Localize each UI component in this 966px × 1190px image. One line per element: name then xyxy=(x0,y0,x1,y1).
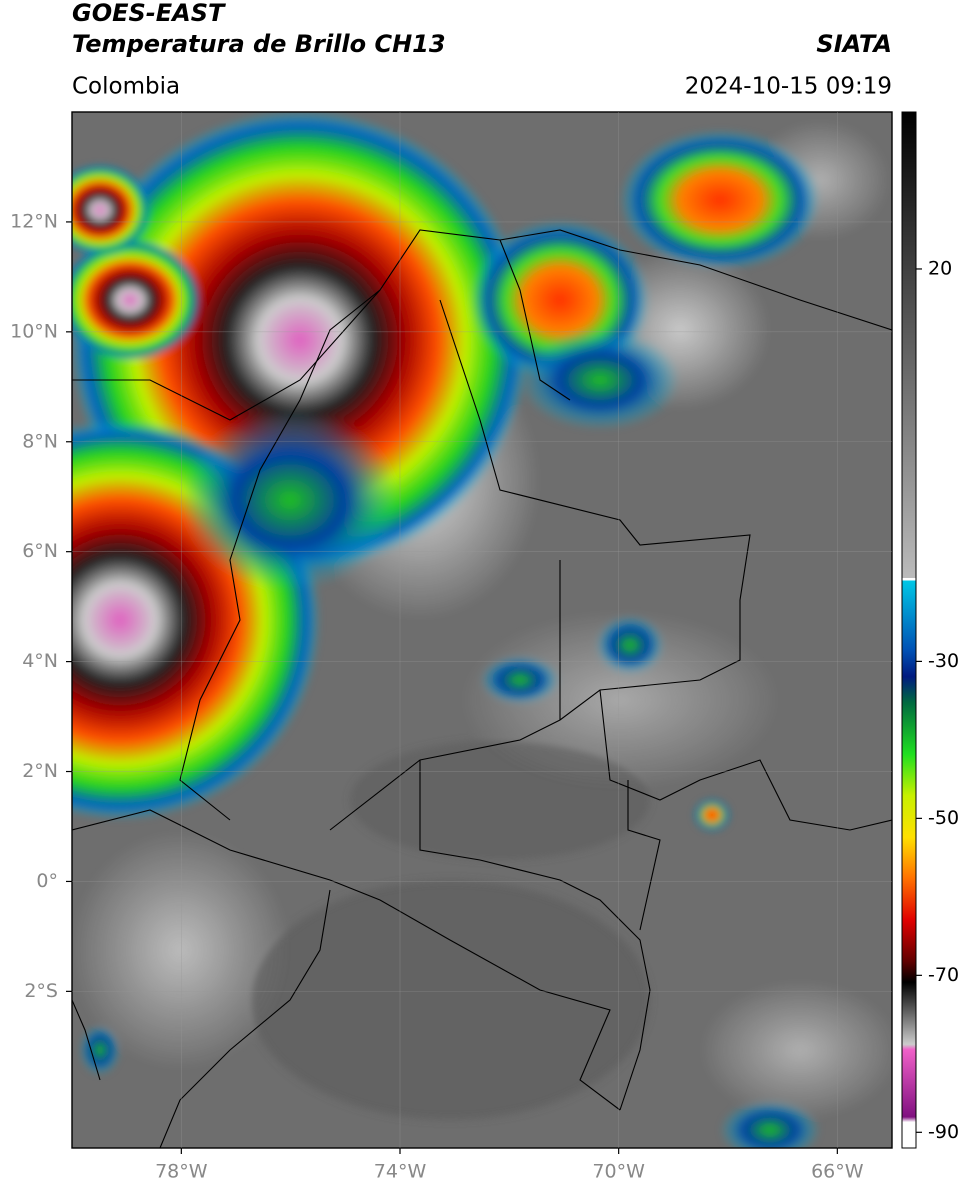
y-tick-label: 6°N xyxy=(22,540,58,562)
y-tick-label: 0° xyxy=(36,870,58,892)
x-tick-label: 70°W xyxy=(592,1161,645,1183)
y-tick-label: 10°N xyxy=(10,320,58,342)
product-title: Temperatura de Brillo CH13 xyxy=(72,30,446,58)
x-tick-label: 78°W xyxy=(155,1161,208,1183)
colorbar-tick-label: -90 xyxy=(928,1121,959,1143)
map-frame xyxy=(71,111,893,1149)
y-tick-label: 2°N xyxy=(22,760,58,782)
y-tick-label: 8°N xyxy=(22,430,58,452)
colorbar-tick-label: -70 xyxy=(928,964,959,986)
satellite-title: GOES-EAST xyxy=(72,0,226,27)
x-tick-label: 74°W xyxy=(374,1161,427,1183)
y-tick-label: 12°N xyxy=(10,210,58,232)
y-tick-label: 2°S xyxy=(24,980,58,1002)
colorbar-tick-label: 20 xyxy=(928,257,952,279)
colorbar-tick-label: -30 xyxy=(928,650,959,672)
y-tick-label: 4°N xyxy=(22,650,58,672)
region-label: Colombia xyxy=(72,74,180,100)
source-label: SIATA xyxy=(816,30,892,58)
colorbar xyxy=(901,111,917,1149)
datetime-label: 2024-10-15 09:19 xyxy=(685,74,892,100)
cloud-field xyxy=(72,112,892,1148)
satellite-image xyxy=(72,112,892,1148)
x-tick-label: 66°W xyxy=(811,1161,864,1183)
borders xyxy=(72,229,892,1148)
colorbar-tick-label: -50 xyxy=(928,807,959,829)
